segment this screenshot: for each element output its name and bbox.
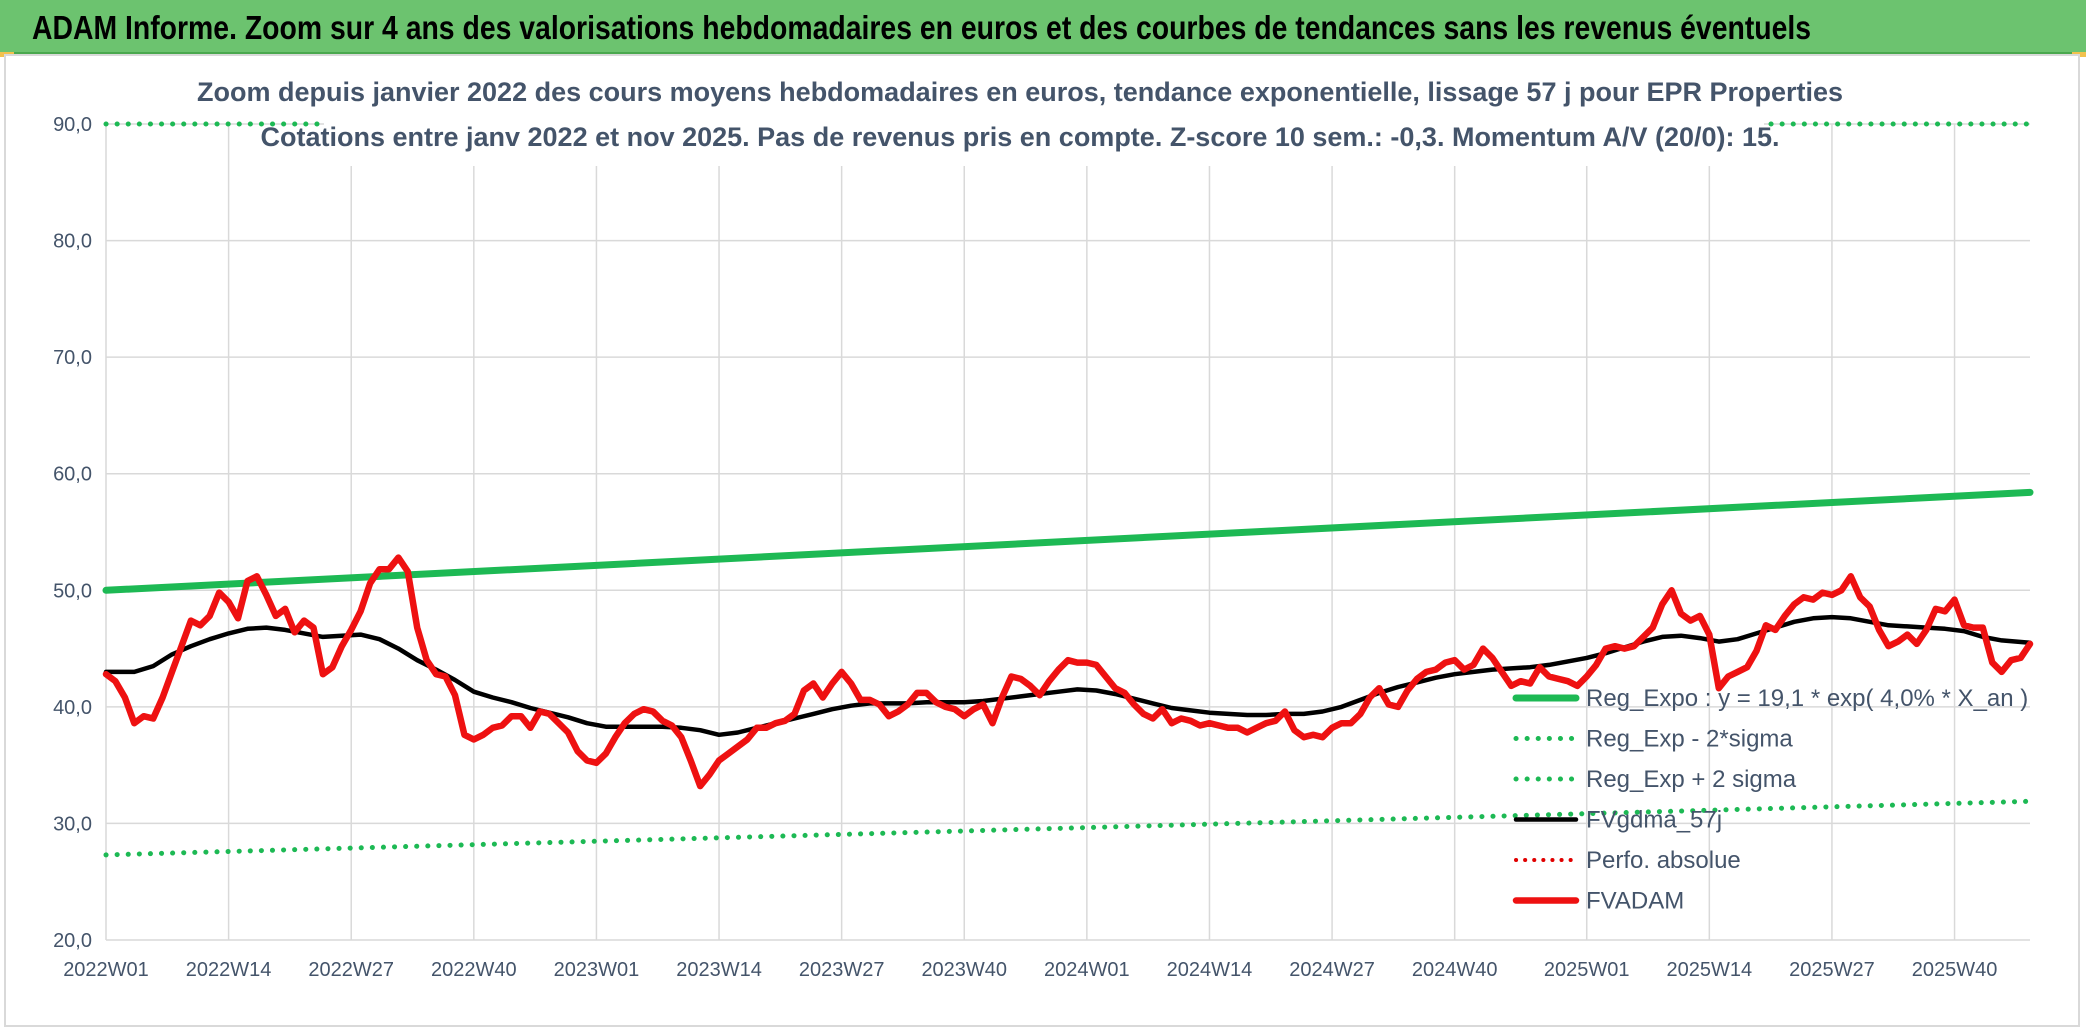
y-tick-label: 40,0 bbox=[53, 697, 92, 719]
fvgdma-57j-line bbox=[103, 614, 2033, 738]
x-tick-label: 2023W40 bbox=[921, 959, 1007, 981]
legend-label: FVADAM bbox=[1586, 888, 1684, 915]
chart-subtitle: Cotations entre janv 2022 et nov 2025. P… bbox=[260, 122, 1779, 152]
x-tick-label: 2024W27 bbox=[1289, 959, 1375, 981]
y-axis-ticks: 20,0 30,0 40,0 50,0 60,0 70,0 80,0 90,0 bbox=[53, 114, 92, 952]
x-tick-label: 2023W27 bbox=[799, 959, 885, 981]
reg-expo-line bbox=[102, 488, 2034, 594]
legend-item-fvadam: FVADAM bbox=[1512, 888, 1684, 915]
x-tick-label: 2022W01 bbox=[63, 959, 149, 981]
chart-frame: Zoom depuis janvier 2022 des cours moyen… bbox=[4, 54, 2080, 1027]
fvadam-line bbox=[102, 554, 2034, 790]
x-tick-label: 2025W40 bbox=[1912, 959, 1998, 981]
x-tick-label: 2023W01 bbox=[554, 959, 640, 981]
chart-title-background bbox=[324, 56, 1764, 166]
report-title: ADAM Informe. Zoom sur 4 ans des valoris… bbox=[32, 9, 1812, 46]
y-tick-label: 60,0 bbox=[53, 464, 92, 486]
legend-label: Perfo. absolue bbox=[1586, 847, 1741, 874]
legend-item-minus-2sigma: Reg_Exp - 2*sigma bbox=[1513, 726, 1793, 753]
chart-title: Zoom depuis janvier 2022 des cours moyen… bbox=[197, 77, 1843, 107]
y-tick-label: 50,0 bbox=[53, 580, 92, 602]
x-tick-label: 2022W27 bbox=[308, 959, 394, 981]
x-tick-label: 2022W14 bbox=[186, 959, 272, 981]
legend-item-perfo: Perfo. absolue bbox=[1514, 847, 1741, 874]
x-tick-label: 2025W14 bbox=[1667, 959, 1753, 981]
chart-svg: Zoom depuis janvier 2022 des cours moyen… bbox=[53, 56, 2034, 981]
y-tick-label: 70,0 bbox=[53, 347, 92, 369]
reg-exp-minus-2sigma-line bbox=[103, 798, 2033, 858]
y-tick-label: 90,0 bbox=[53, 114, 92, 136]
x-tick-label: 2025W01 bbox=[1544, 959, 1630, 981]
x-tick-label: 2023W14 bbox=[676, 959, 762, 981]
legend-item-plus-2sigma: Reg_Exp + 2 sigma bbox=[1513, 766, 1797, 793]
legend-label: Reg_Exp + 2 sigma bbox=[1586, 766, 1797, 793]
x-tick-label: 2025W27 bbox=[1789, 959, 1875, 981]
x-tick-label: 2024W14 bbox=[1167, 959, 1253, 981]
y-tick-label: 20,0 bbox=[53, 930, 92, 952]
legend-label: Reg_Exp - 2*sigma bbox=[1586, 726, 1793, 753]
report-header: ADAM Informe. Zoom sur 4 ans des valoris… bbox=[0, 0, 2086, 54]
grid-layer bbox=[105, 123, 2030, 941]
x-tick-label: 2024W40 bbox=[1412, 959, 1498, 981]
y-tick-label: 80,0 bbox=[53, 231, 92, 253]
legend-item-fvgdma: FVgdma_57j bbox=[1513, 807, 1722, 834]
x-tick-label: 2022W40 bbox=[431, 959, 517, 981]
legend-label: Reg_Expo : y = 19,1 * exp( 4,0% * X_an ) bbox=[1586, 685, 2028, 712]
legend-item-reg-expo: Reg_Expo : y = 19,1 * exp( 4,0% * X_an ) bbox=[1512, 685, 2028, 712]
y-tick-label: 30,0 bbox=[53, 813, 92, 835]
x-tick-label: 2024W01 bbox=[1044, 959, 1130, 981]
legend: Reg_Expo : y = 19,1 * exp( 4,0% * X_an )… bbox=[1512, 685, 2028, 915]
legend-label: FVgdma_57j bbox=[1586, 807, 1722, 834]
x-axis-ticks: 2022W01 2022W14 2022W27 2022W40 2023W01 2023W… bbox=[63, 959, 1997, 981]
